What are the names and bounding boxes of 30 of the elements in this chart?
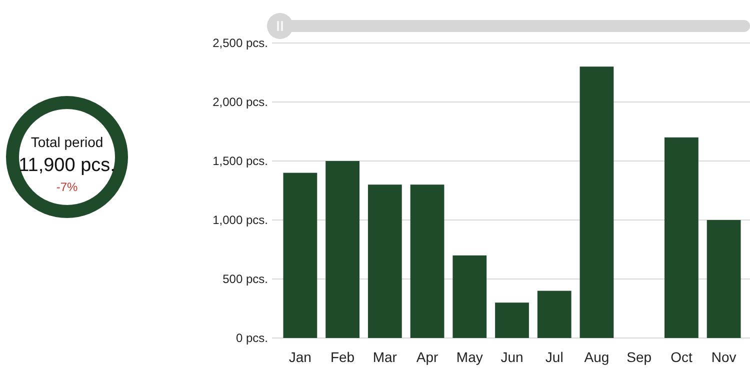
x-tick-label: Jun <box>500 349 524 365</box>
x-tick-label: Jan <box>288 349 312 365</box>
x-tick-label: Aug <box>584 349 610 365</box>
x-tick-label: May <box>456 349 483 365</box>
bar <box>326 161 360 338</box>
x-tick-label: Jul <box>545 349 564 365</box>
x-tick-label: Oct <box>670 349 692 365</box>
text: Total period <box>30 134 104 150</box>
text: 11,900 pcs. <box>18 155 116 176</box>
x-tick-label: Apr <box>416 349 438 365</box>
y-tick-label: 2,500 pcs. <box>212 36 268 50</box>
y-tick-label: 2,000 pcs. <box>212 95 268 110</box>
y-tick-label: 1,500 pcs. <box>212 154 268 168</box>
x-tick-label: Mar <box>372 349 398 365</box>
x-tick-label: Feb <box>330 349 355 365</box>
bar <box>580 66 614 338</box>
text: -7% <box>56 180 78 194</box>
bar <box>495 302 529 338</box>
bar <box>664 137 698 338</box>
y-tick-label: 1,000 pcs. <box>212 213 268 228</box>
bar <box>410 184 444 338</box>
x-tick-label: Nov <box>711 349 736 365</box>
bar <box>706 220 741 338</box>
bar <box>537 290 572 338</box>
y-tick-label: 0 pcs. <box>236 331 268 346</box>
bar <box>452 255 487 338</box>
bar <box>368 184 402 338</box>
x-tick-label: Sep <box>626 349 652 365</box>
bar <box>283 172 318 338</box>
y-tick-label: 500 pcs. <box>222 272 268 286</box>
